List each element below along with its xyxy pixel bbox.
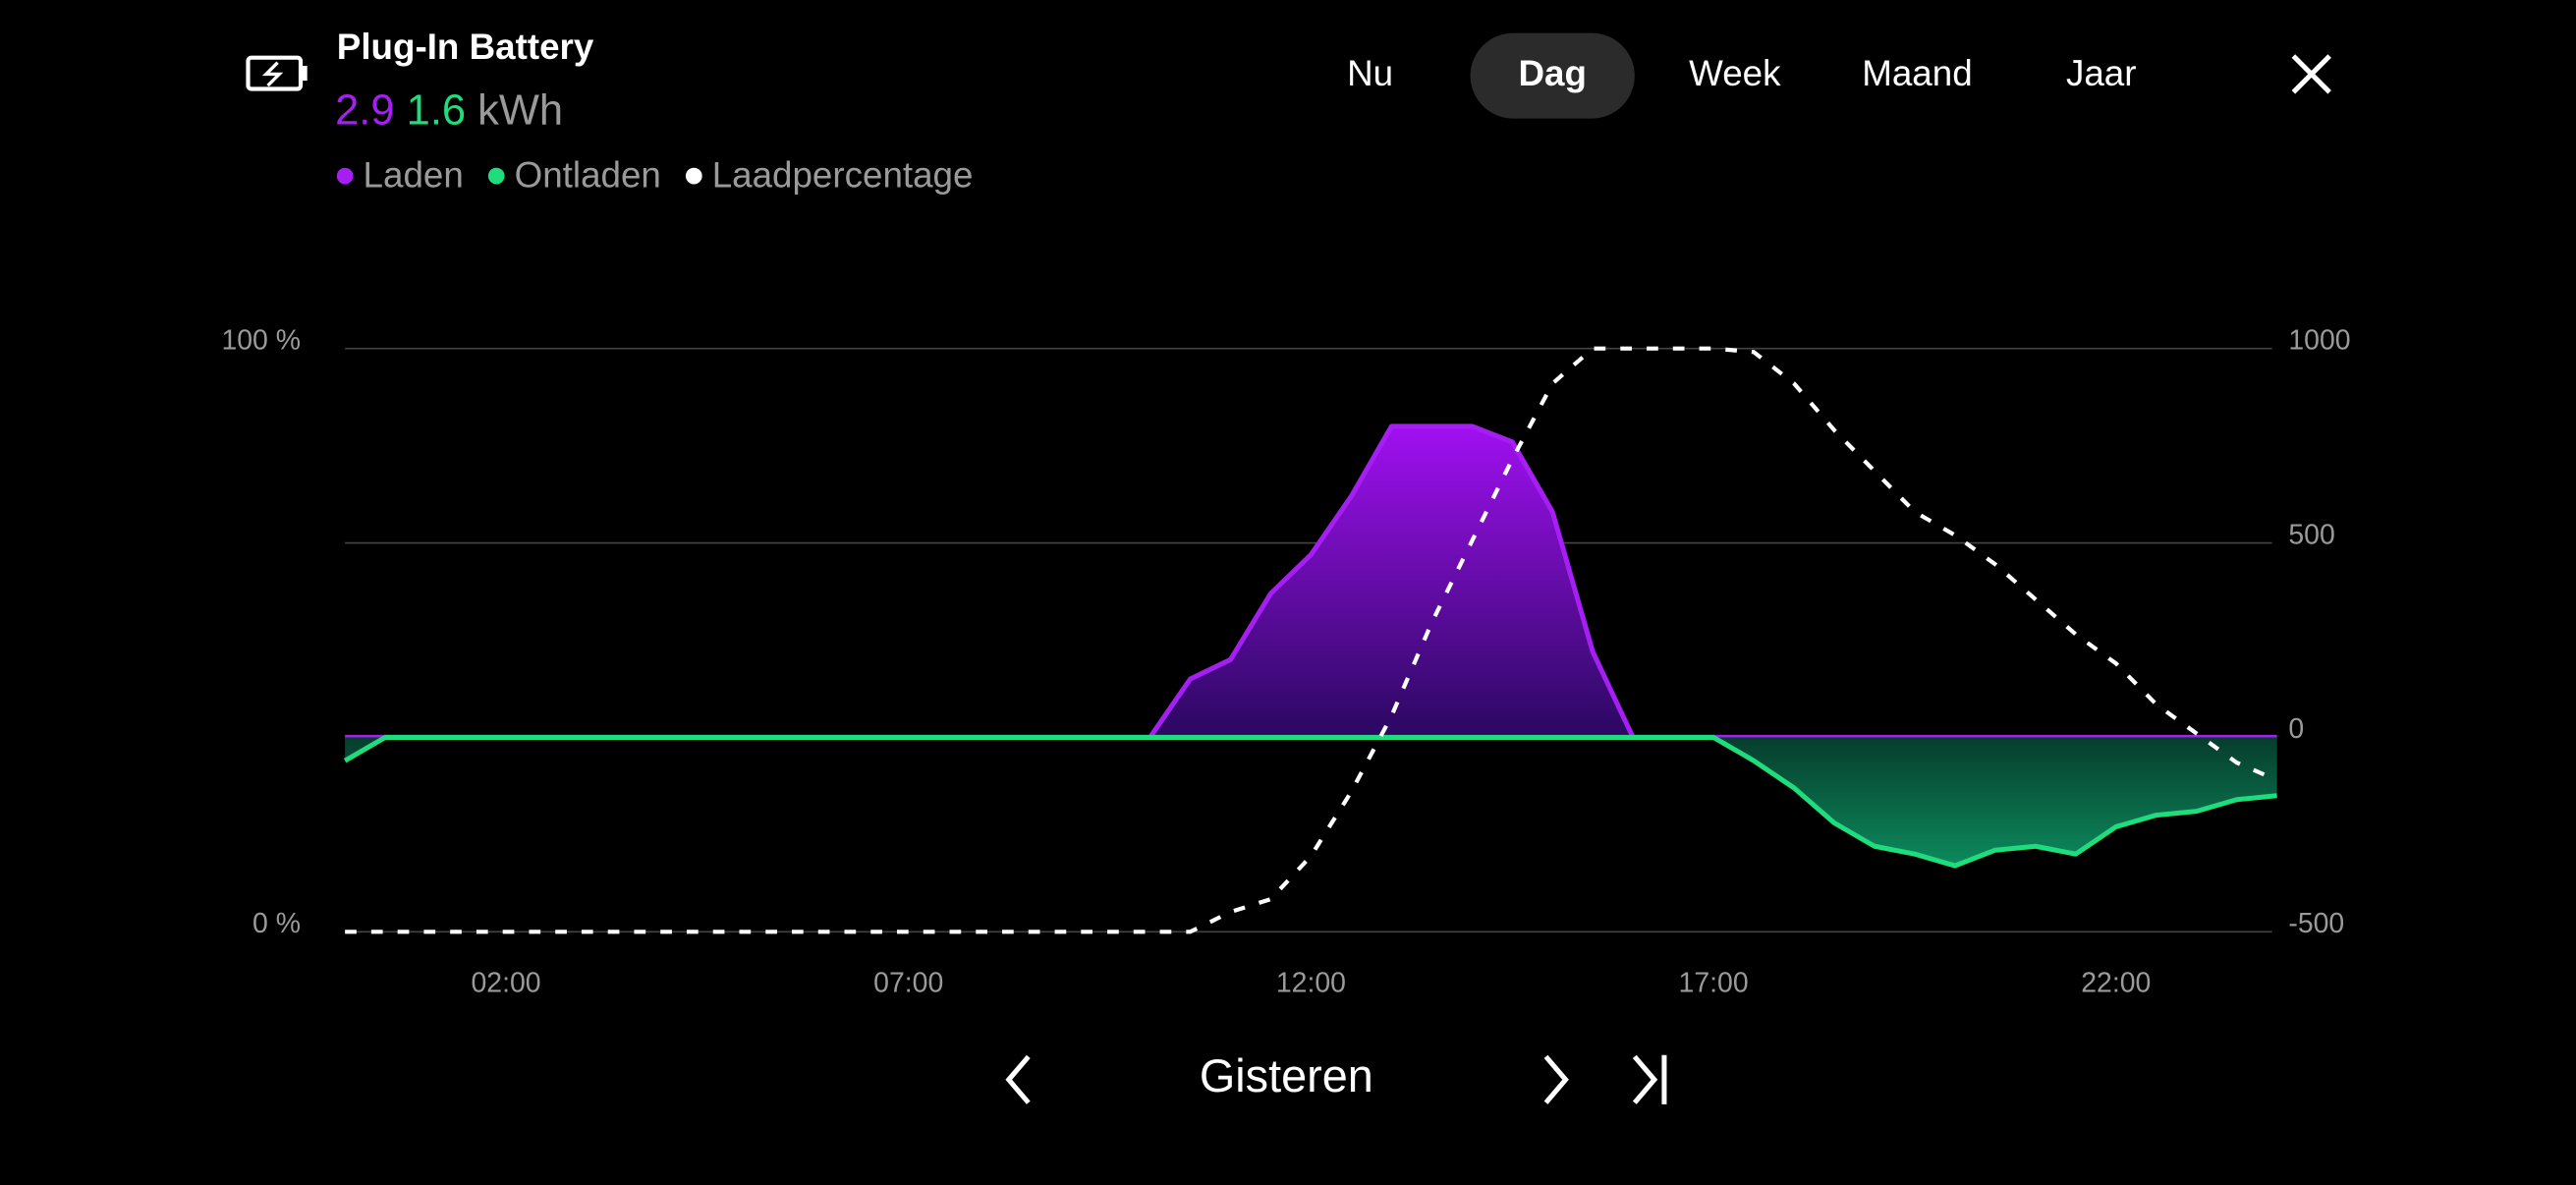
battery-icon <box>246 55 308 91</box>
area <box>345 737 2277 867</box>
tab[interactable]: Week <box>1689 53 1781 93</box>
legend-label: Laadpercentage <box>712 154 974 195</box>
plot: 1000 500 0 -500 100 % 0 % 02:00 07:00 12:00 17:00… <box>221 324 2350 998</box>
legend: Laden Ontladen Laadpercentage <box>336 154 974 195</box>
x-tick-label: 07:00 <box>873 967 943 998</box>
y-tick-label: 0 <box>2288 713 2304 745</box>
tabs: Nu Dag Week Maand Jaar <box>1347 32 2137 119</box>
x-tick-label: 22:00 <box>2081 967 2151 998</box>
close-button[interactable] <box>2291 54 2331 94</box>
discharge-total: 1.6 <box>407 87 466 135</box>
legend-label: Ontladen <box>515 154 661 195</box>
tab[interactable]: Dag <box>1518 53 1586 93</box>
x-tick-label: 12:00 <box>1276 967 1346 998</box>
previous-button[interactable] <box>1005 1054 1031 1104</box>
legend-dot <box>685 167 702 185</box>
totals: 2.9 1.6 kWh <box>335 87 563 135</box>
charge-total: 2.9 <box>335 87 394 135</box>
period-label: Gisteren <box>1200 1050 1373 1101</box>
legend-dot <box>336 167 354 185</box>
y2-tick-label: 100 % <box>221 324 301 356</box>
y-tick-label: 1000 <box>2288 324 2350 356</box>
unit: kWh <box>477 87 563 135</box>
next-button[interactable] <box>1543 1054 1569 1104</box>
y2-tick-label: 0 % <box>252 908 301 939</box>
legend-label: Laden <box>364 154 464 195</box>
legend-dot <box>487 167 505 185</box>
series-line <box>343 734 2277 869</box>
tab[interactable]: Maand <box>1862 53 1972 93</box>
title: Plug-In Battery <box>337 27 594 67</box>
tab[interactable]: Jaar <box>2066 53 2137 93</box>
latest-button[interactable] <box>1632 1054 1667 1104</box>
y-tick-label: 500 <box>2288 519 2334 550</box>
tab-selected-bg <box>1470 32 1635 119</box>
area <box>345 425 2277 738</box>
x-tick-label: 02:00 <box>471 967 540 998</box>
tab[interactable]: Nu <box>1347 53 1393 93</box>
series-line <box>345 346 2278 934</box>
y-tick-label: -500 <box>2288 908 2344 939</box>
x-tick-label: 17:00 <box>1679 967 1749 998</box>
